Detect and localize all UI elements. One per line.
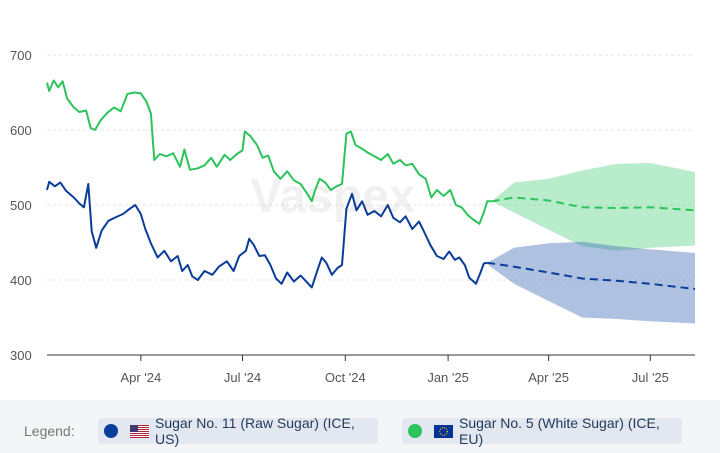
x-tick-label: Apr '24 [120, 370, 161, 385]
legend-item-white-sugar[interactable]: Sugar No. 5 (White Sugar) (ICE, EU) [402, 415, 682, 447]
series-line [46, 180, 488, 289]
forecast-bands [487, 163, 695, 324]
axes: 300 400 500 600 700 Apr '24 Jul '24 Oct '24 Jan … [10, 48, 695, 385]
series-line [46, 79, 492, 225]
y-tick-label: 400 [10, 273, 32, 288]
us-flag-icon [130, 424, 149, 438]
legend-item-raw-sugar[interactable]: Sugar No. 11 (Raw Sugar) (ICE, US) [98, 415, 378, 447]
x-tick-label: Apr '25 [528, 370, 569, 385]
x-tick-label: Oct '24 [325, 370, 366, 385]
legend-label: Sugar No. 5 (White Sugar) (ICE, EU) [459, 415, 660, 447]
series-lines [46, 79, 696, 290]
forecast-line [491, 196, 696, 212]
forecast-line [487, 261, 696, 290]
grid-lines [47, 54, 695, 281]
x-tick-label: Jul '25 [632, 370, 669, 385]
forecast-band [491, 163, 695, 251]
forecast-band [487, 241, 695, 324]
x-tick-label: Jul '24 [224, 370, 261, 385]
watermark: Vaspex [250, 170, 416, 223]
price-chart: Vaspex 300 400 500 600 700 Apr '24 Jul '24 Oct … [10, 48, 696, 385]
legend: Legend: Sugar No. 11 (Raw Sugar) (ICE, U… [0, 400, 720, 453]
legend-title: Legend: [24, 423, 75, 439]
y-tick-label: 300 [10, 348, 32, 363]
x-tick-label: Jan '25 [427, 370, 469, 385]
y-tick-label: 700 [10, 48, 32, 63]
series-color-dot [408, 424, 422, 438]
eu-flag-icon [434, 424, 453, 438]
y-tick-label: 600 [10, 123, 32, 138]
legend-label: Sugar No. 11 (Raw Sugar) (ICE, US) [155, 415, 355, 447]
y-tick-label: 500 [10, 198, 32, 213]
series-color-dot [104, 424, 118, 438]
